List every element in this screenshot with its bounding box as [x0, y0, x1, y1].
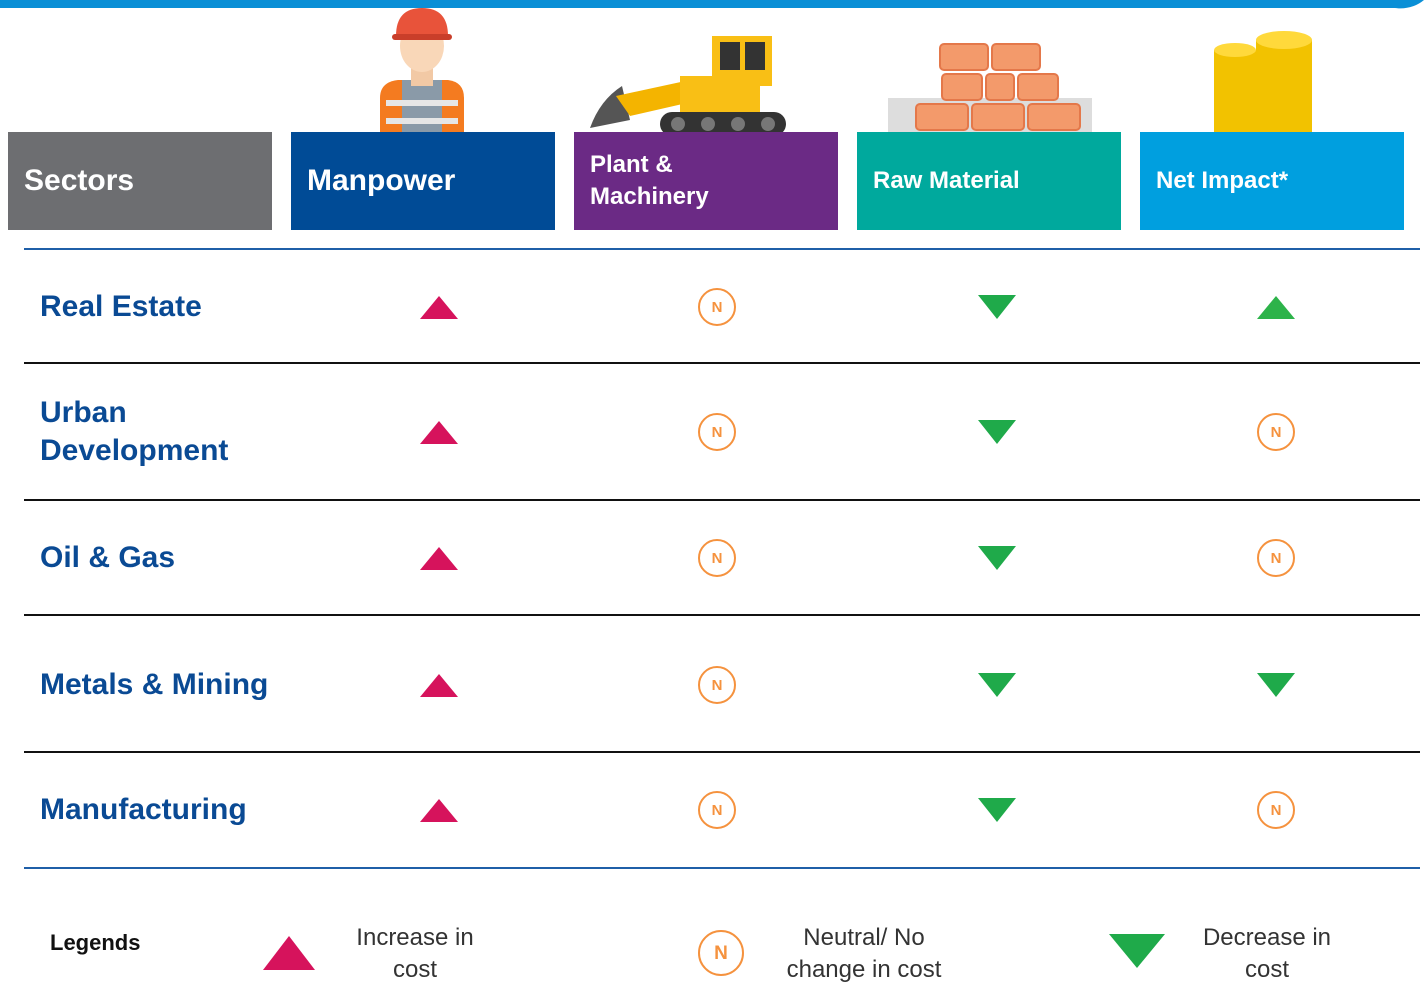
sector-label: Real Estate — [40, 290, 202, 323]
decrease-triangle — [1257, 673, 1295, 697]
column-header: Manpower — [291, 132, 555, 230]
header-illustrations — [0, 0, 1424, 136]
legend-icon — [263, 936, 315, 970]
legend-label: Decrease in cost — [1202, 924, 1332, 983]
neutral-circle — [698, 539, 736, 577]
neutral-letter: N — [712, 424, 723, 441]
status-icon: N — [1257, 413, 1295, 451]
rule — [24, 499, 1420, 501]
legend-icon: N — [698, 930, 744, 976]
status-icon — [420, 421, 458, 444]
increase-triangle — [420, 799, 458, 822]
neutral-circle — [698, 791, 736, 829]
status-icon — [978, 546, 1016, 570]
increase-triangle — [420, 296, 458, 319]
bricks-icon — [888, 43, 1092, 132]
rule — [24, 751, 1420, 753]
status-icon — [978, 295, 1016, 319]
neutral-circle — [1257, 539, 1295, 577]
sector-label: Manufacturing — [40, 793, 247, 826]
neutral-letter: N — [712, 802, 723, 819]
legend-label: Increase in cost — [356, 924, 474, 983]
decrease-triangle — [978, 295, 1016, 319]
status-icon: N — [698, 413, 736, 451]
column-header: Net Impact* — [1140, 132, 1404, 230]
column-header: Plant & Machinery — [574, 132, 838, 230]
column-header: Raw Material — [857, 132, 1121, 230]
neutral-circle — [1257, 413, 1295, 451]
status-icon — [420, 799, 458, 822]
status-icon: N — [698, 539, 736, 577]
increase-triangle — [420, 674, 458, 697]
bulldozer-icon — [590, 36, 786, 136]
neutral-letter: N — [1271, 424, 1282, 441]
status-icon — [420, 674, 458, 697]
increase-triangle — [263, 936, 315, 970]
column-header: Sectors — [8, 132, 272, 230]
rule — [24, 362, 1420, 364]
coins-icon — [1214, 31, 1312, 134]
decrease-triangle — [978, 673, 1016, 697]
rule-bottom — [24, 867, 1420, 869]
status-icon — [978, 798, 1016, 822]
status-icon — [1257, 296, 1295, 319]
worker-icon — [380, 8, 464, 132]
status-icon: N — [1257, 791, 1295, 829]
neutral-letter: N — [1271, 550, 1282, 567]
status-icon — [420, 547, 458, 570]
neutral-letter: N — [712, 299, 723, 316]
decrease-triangle — [1109, 934, 1165, 968]
neutral-circle — [1257, 791, 1295, 829]
status-icon — [978, 420, 1016, 444]
decrease-triangle — [978, 420, 1016, 444]
status-icon: N — [698, 791, 736, 829]
status-icon — [978, 673, 1016, 697]
neutral-letter: N — [714, 943, 728, 964]
rule-top — [24, 248, 1420, 250]
neutral-letter: N — [1271, 802, 1282, 819]
neutral-circle — [698, 413, 736, 451]
increase-triangle — [1257, 296, 1295, 319]
neutral-letter: N — [712, 677, 723, 694]
increase-triangle — [420, 547, 458, 570]
decrease-triangle — [978, 798, 1016, 822]
status-icon: N — [1257, 539, 1295, 577]
status-icon — [420, 296, 458, 319]
neutral-circle — [698, 666, 736, 704]
sector-label: Urban Development — [40, 396, 229, 467]
rule — [24, 614, 1420, 616]
legend-label: Neutral/ No change in cost — [786, 924, 942, 983]
sector-label: Metals & Mining — [40, 668, 269, 701]
status-icon: N — [698, 288, 736, 326]
increase-triangle — [420, 421, 458, 444]
top-bar — [0, 0, 1424, 9]
status-icon — [1257, 673, 1295, 697]
sector-label: Oil & Gas — [40, 541, 176, 574]
status-icon: N — [698, 666, 736, 704]
legend-title: Legends — [50, 930, 141, 955]
neutral-letter: N — [712, 550, 723, 567]
neutral-circle — [698, 288, 736, 326]
legend-icon — [1109, 934, 1165, 968]
neutral-circle — [698, 930, 744, 976]
decrease-triangle — [978, 546, 1016, 570]
